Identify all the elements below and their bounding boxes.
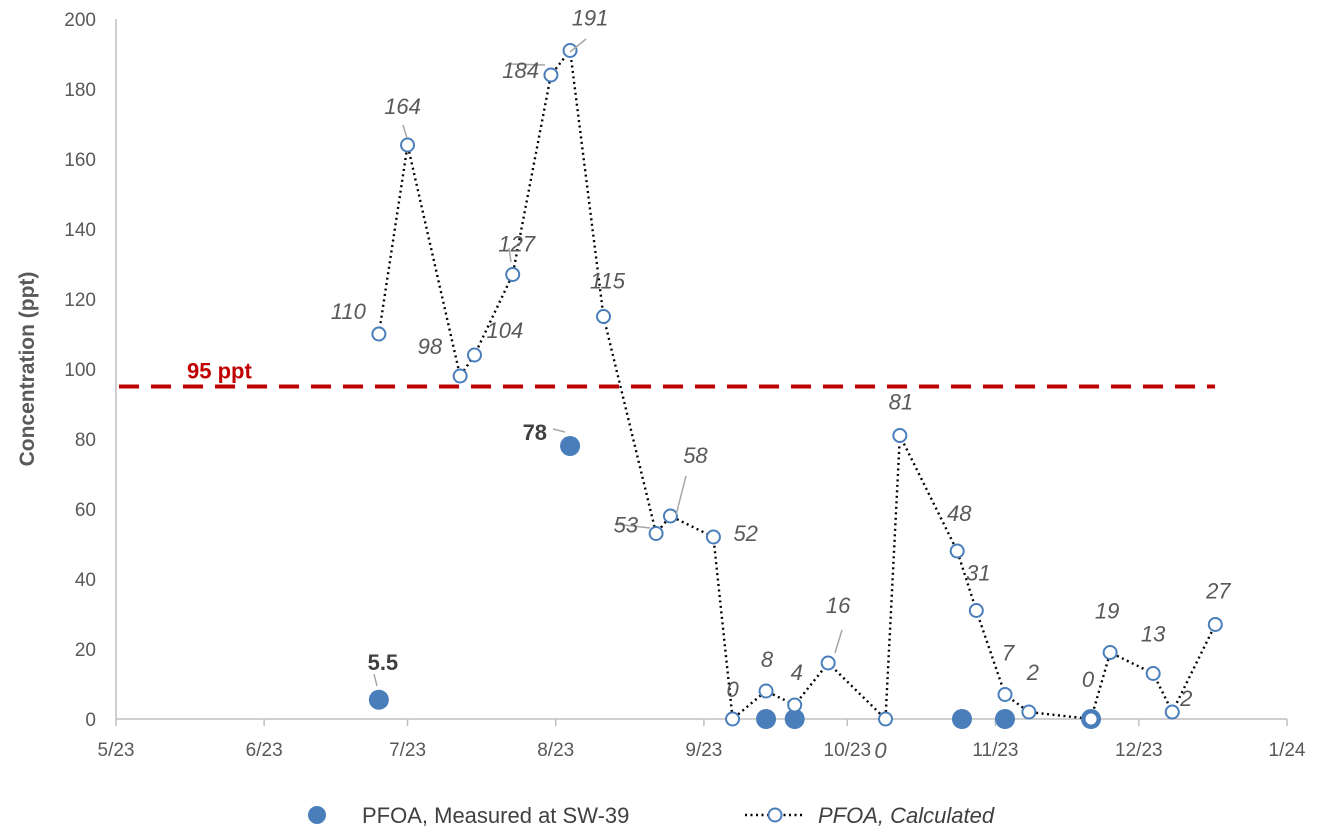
calculated-point: [892, 428, 908, 443]
calculated-data-label: 184: [502, 58, 539, 83]
calculated-point: [1083, 711, 1099, 727]
y-axis-label: Concentration (ppt): [16, 272, 39, 467]
y-tick-label: 60: [75, 500, 96, 521]
calculated-data-label: 0: [874, 738, 887, 763]
calculated-data-label: 4: [791, 660, 803, 685]
calculated-label-leader: [614, 523, 651, 529]
calculated-point: [968, 603, 984, 618]
y-tick-label: 40: [75, 570, 96, 591]
calculated-point: [596, 309, 612, 324]
series-calculated-line: [377, 47, 1217, 722]
x-tick-label: 11/23: [972, 740, 1018, 761]
calculated-point: [758, 683, 774, 699]
calculated-point: [1021, 704, 1037, 720]
calculated-data-label: 98: [418, 334, 443, 359]
y-tick-label: 80: [75, 430, 96, 451]
calculated-data-label: 0: [1082, 667, 1095, 692]
calculated-data-label: 164: [384, 94, 421, 119]
calculated-data-label: 58: [683, 443, 708, 468]
x-tick-label: 7/23: [389, 740, 426, 761]
calculated-point: [787, 697, 803, 713]
x-tick-label: 1/24: [1269, 740, 1306, 761]
legend-calculated-label: PFOA, Calculated: [818, 803, 995, 828]
x-tick-label: 9/23: [685, 740, 722, 761]
measured-point: [995, 709, 1016, 729]
reference-line-label: 95 ppt: [187, 359, 252, 384]
measured-point: [784, 709, 805, 729]
calculated-data-label: 115: [590, 269, 626, 294]
calculated-data-label: 52: [733, 521, 757, 546]
calculated-point: [949, 543, 965, 559]
calculated-point: [505, 267, 521, 282]
calculated-point: [1102, 645, 1118, 660]
calculated-data-label: 104: [486, 318, 523, 343]
calculated-data-label: 2: [1179, 686, 1192, 711]
calculated-data-label: 2: [1026, 660, 1039, 685]
calculated-data-label: 0: [726, 677, 739, 702]
calculated-point: [997, 687, 1013, 702]
legend-measured-label: PFOA, Measured at SW-39: [362, 803, 629, 828]
calculated-data-label: 31: [966, 561, 990, 586]
y-tick-label: 120: [64, 290, 96, 311]
calculated-point: [878, 711, 894, 727]
calculated-point: [820, 655, 836, 671]
y-tick-label: 140: [64, 220, 96, 241]
legend-calculated-marker: [767, 807, 783, 823]
x-tick-label: 6/23: [246, 740, 283, 761]
calculated-point: [705, 529, 721, 545]
measured-point: [560, 436, 581, 456]
calculated-label-leader: [834, 629, 843, 654]
calculated-data-label: 110: [331, 299, 367, 324]
measured-data-label: 78: [523, 420, 547, 445]
x-tick-label: 10/23: [824, 740, 872, 761]
calculated-label-leader: [508, 247, 512, 263]
y-tick-label: 200: [64, 10, 96, 31]
calculated-data-label: 127: [498, 232, 535, 257]
measured-point: [368, 689, 389, 710]
x-tick-label: 12/23: [1115, 740, 1163, 761]
calculated-data-label: 13: [1141, 622, 1166, 647]
y-tick-label: 100: [64, 360, 96, 381]
calculated-data-label: 19: [1095, 599, 1119, 624]
x-tick-label: 5/23: [98, 740, 135, 761]
calculated-point: [662, 508, 678, 524]
calculated-point: [543, 67, 559, 83]
calculated-label-leader: [509, 63, 546, 66]
calculated-data-label: 48: [947, 501, 972, 526]
calculated-point: [1164, 704, 1180, 720]
calculated-point: [452, 368, 468, 384]
measured-label-leader: [373, 673, 378, 687]
calculated-label-leader: [402, 124, 408, 139]
calculated-point: [400, 137, 416, 153]
calculated-label-leader: [569, 38, 587, 53]
calculated-point: [725, 711, 741, 727]
y-tick-label: 160: [64, 150, 96, 171]
calculated-data-label: 191: [572, 6, 609, 31]
calculated-data-label: 81: [889, 390, 913, 415]
calculated-point: [466, 347, 482, 363]
calculated-point: [562, 43, 578, 58]
measured-point: [756, 709, 777, 729]
calculated-data-label: 8: [761, 647, 774, 672]
calculated-point: [648, 526, 664, 541]
calculated-data-label: 27: [1205, 579, 1231, 604]
calculated-data-label: 16: [826, 593, 851, 618]
x-tick-label: 8/23: [537, 740, 574, 761]
calculated-data-label: 53: [614, 513, 639, 538]
measured-point: [951, 709, 972, 729]
y-tick-label: 20: [75, 640, 96, 661]
measured-data-label: 5.5: [368, 650, 399, 675]
calculated-point: [1145, 666, 1161, 681]
y-tick-label: 180: [64, 80, 96, 101]
calculated-point: [371, 326, 387, 342]
legend-measured-marker: [308, 806, 326, 824]
calculated-point: [1207, 617, 1223, 632]
measured-label-leader: [552, 428, 566, 433]
calculated-data-label: 7: [1002, 641, 1015, 666]
y-tick-label: 0: [85, 710, 96, 731]
calculated-label-leader: [675, 475, 687, 516]
